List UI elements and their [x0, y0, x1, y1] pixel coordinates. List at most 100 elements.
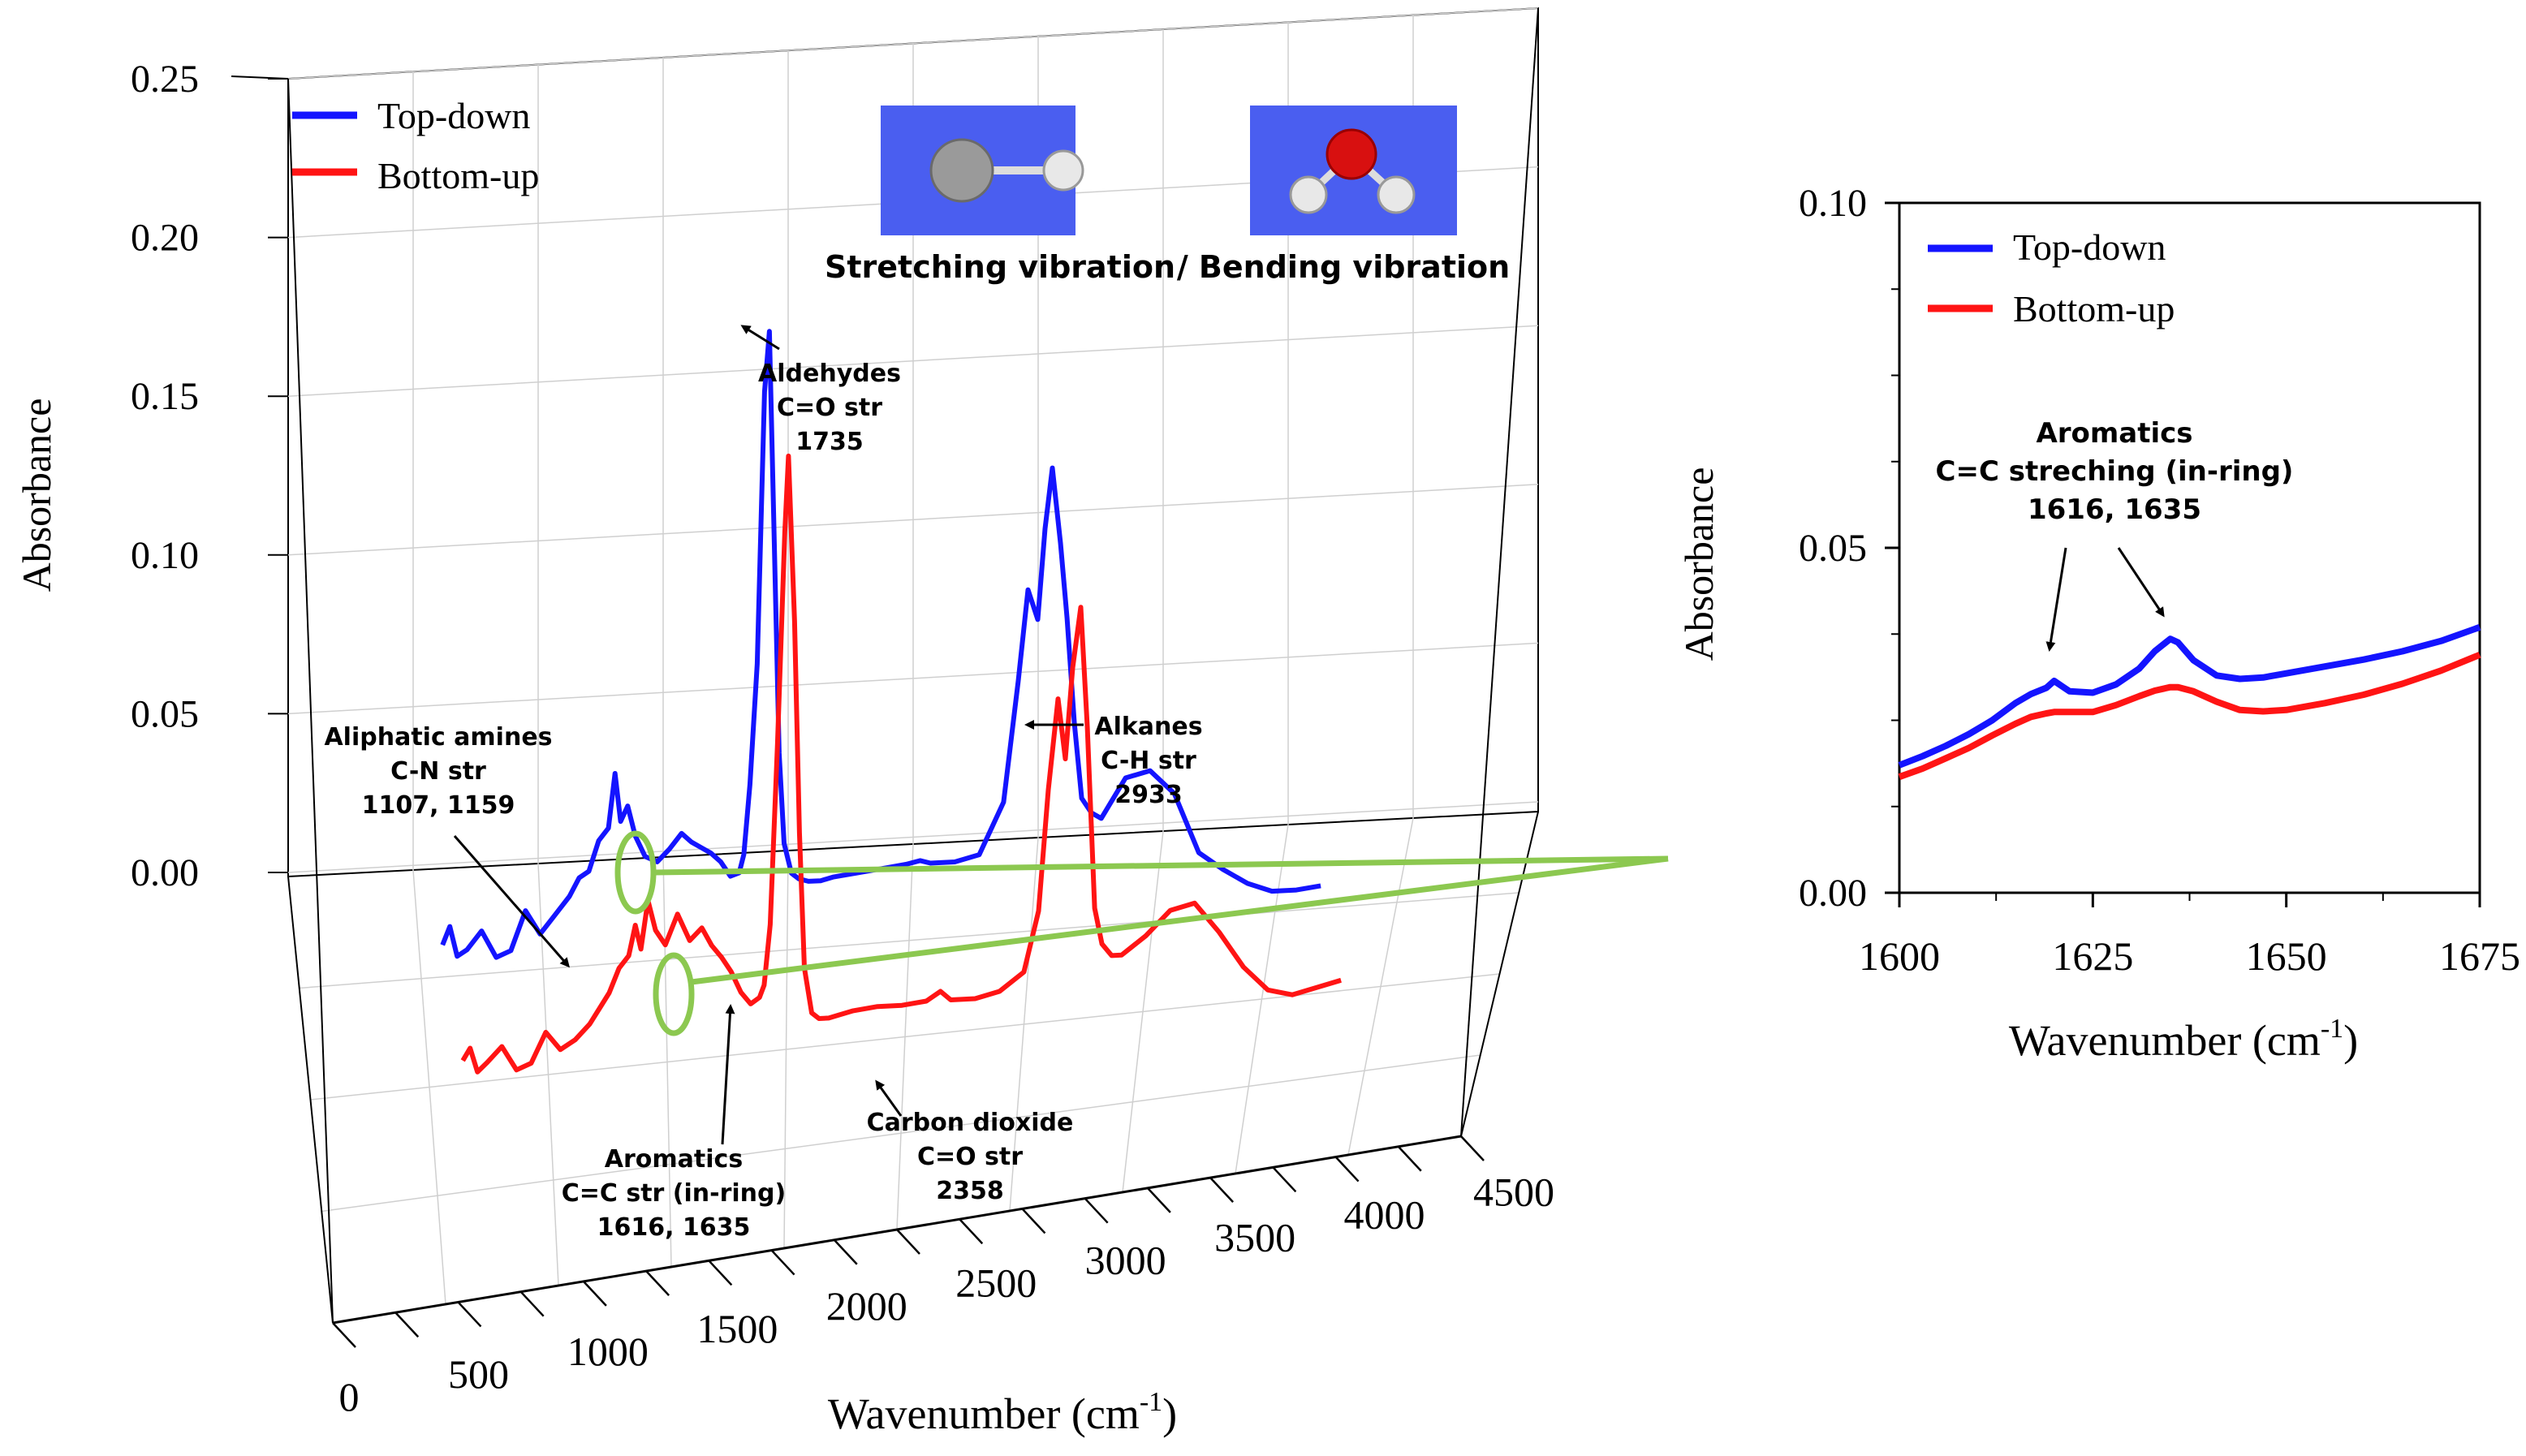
x-tick-label: 2500 — [955, 1260, 1037, 1306]
y-axis-title-zoom: Absorbance — [1676, 467, 1722, 661]
bending-inset — [1250, 106, 1457, 235]
annotation-aromatics-line2: C=C str (in-ring) — [562, 1179, 786, 1208]
annotation-aromatics-zoom-line1: Aromatics — [2036, 417, 2192, 450]
x-tick-label: 3000 — [1085, 1238, 1166, 1283]
legend-label-top-down: Top-down — [377, 95, 530, 136]
annotation-aromatics-zoom: Aromatics C=C streching (in-ring) 1616, … — [1936, 417, 2294, 652]
y-tick-label: 0.20 — [131, 217, 199, 260]
zoom-x-tick-label: 1600 — [1859, 933, 1940, 979]
floor-depth-line — [299, 892, 1519, 989]
spectra-series — [440, 329, 1342, 1075]
x-tick-label: 4000 — [1344, 1192, 1425, 1238]
legend-zoom-label-top-down: Top-down — [2013, 226, 2166, 268]
x-axis-title-main: Wavenumber (cm-1) — [828, 1387, 1177, 1438]
plot-box-3d: 0.00 0.05 0.10 0.15 0.20 0.25 0 500 1000 1500 200… — [131, 6, 1554, 1419]
x-tick-label: 3500 — [1214, 1215, 1295, 1260]
annotation-aromatics: Aromatics C=C str (in-ring) 1616, 1635 — [562, 1004, 786, 1242]
zoom-guide — [614, 830, 1669, 1036]
zoom-axis-ticks: 0.00 0.05 0.10 1600 1625 1650 1675 — [1799, 182, 2520, 979]
floor-depth-line — [321, 1054, 1481, 1213]
zoom-series — [1898, 624, 2481, 780]
x-tick-mark — [457, 1301, 482, 1328]
zoom-x-tick-label: 1675 — [2439, 933, 2520, 979]
annotation-amines-line1: Aliphatic amines — [324, 723, 552, 752]
legend-zoom: Top-down Bottom-up — [1928, 226, 2175, 330]
y-tick-label: 0.00 — [131, 851, 199, 894]
annotation-amines: Aliphatic amines C-N str 1107, 1159 — [324, 723, 570, 968]
x-tick-mark — [1397, 1145, 1422, 1172]
x-tick-mark — [394, 1312, 420, 1338]
legend-zoom-label-bottom-up: Bottom-up — [2013, 288, 2175, 330]
annotation-aromatics-zoom-line3: 1616, 1635 — [2028, 493, 2201, 526]
annotation-amines-line3: 1107, 1159 — [362, 791, 515, 820]
x-tick-label: 1500 — [696, 1306, 778, 1351]
x-tick-mark — [959, 1218, 984, 1245]
annotation-alkanes-line3: 2933 — [1114, 781, 1183, 809]
x-tick-mark — [582, 1281, 607, 1307]
zoom-plot-frame — [1898, 201, 2481, 894]
annotation-aromatics-zoom-line2: C=C streching (in-ring) — [1936, 455, 2294, 488]
zoom-marker-bottom-up — [653, 952, 695, 1036]
x-tick-label: 4500 — [1473, 1170, 1554, 1215]
annotation-amines-arrow — [453, 835, 570, 968]
x-tick-mark — [833, 1238, 858, 1265]
annotation-amines-line2: C-N str — [390, 757, 486, 786]
annotation-co2: Carbon dioxide C=O str 2358 — [867, 1079, 1074, 1205]
x-axis-ticks: 0 500 1000 1500 2000 2500 3000 3500 4000 4500 — [332, 1135, 1554, 1419]
annotation-alkanes-line1: Alkanes — [1094, 713, 1202, 741]
floor-left-edge — [287, 876, 334, 1324]
y-axis-title-main: Absorbance — [14, 398, 59, 592]
legend-main: Top-down Bottom-up — [292, 95, 539, 196]
zoom-x-tick-label: 1650 — [2246, 933, 2327, 979]
floor-depth-line — [310, 973, 1500, 1101]
annotation-co2-line1: Carbon dioxide — [867, 1109, 1074, 1137]
annotation-aromatics-line1: Aromatics — [605, 1145, 743, 1174]
x-axis-title-zoom: Wavenumber (cm-1) — [2009, 1014, 2358, 1065]
x-tick-mark — [519, 1290, 545, 1317]
left-vertical-edge — [287, 78, 334, 1324]
x-tick-label: 2000 — [826, 1283, 907, 1329]
stretching-label: Stretching vibration — [825, 249, 1175, 285]
annotation-aldehydes-line3: 1735 — [795, 428, 864, 456]
x-tick-mark — [1084, 1197, 1109, 1224]
zoom-chart: 0.00 0.05 0.10 1600 1625 1650 1675 Top-down Bo… — [1676, 182, 2520, 1065]
x-tick-label: 500 — [448, 1351, 509, 1397]
annotation-co2-line3: 2358 — [936, 1177, 1004, 1205]
x-tick-mark — [708, 1260, 733, 1286]
annotation-co2-line2: C=O str — [917, 1143, 1023, 1171]
annotation-alkanes: Alkanes C-H str 2933 — [1024, 713, 1203, 809]
series-line-bottom-up — [460, 453, 1342, 1075]
x-tick-mark — [1334, 1156, 1360, 1182]
annotation-aldehydes-line2: C=O str — [777, 394, 882, 422]
y-tick-label: 0.25 — [131, 58, 199, 101]
x-tick-mark — [1021, 1208, 1046, 1234]
annotation-co2-arrow — [875, 1079, 903, 1117]
series-line-top-down — [440, 329, 1321, 960]
zoom-y-tick-label: 0.00 — [1799, 872, 1867, 915]
annotation-aldehydes: Aldehydes C=O str 1735 — [740, 325, 901, 456]
x-tick-mark — [770, 1249, 795, 1276]
annotation-aromatics-line3: 1616, 1635 — [597, 1213, 751, 1242]
heavy-atom-icon — [929, 138, 994, 203]
y-axis-ticks: 0.00 0.05 0.10 0.15 0.20 0.25 — [131, 58, 288, 894]
x-tick-mark — [645, 1270, 670, 1296]
annotation-zoom-arrow-1635 — [2117, 547, 2165, 618]
hydrogen-atom-icon — [1042, 149, 1084, 192]
hydrogen-left-icon — [1289, 175, 1328, 214]
x-tick-mark — [1209, 1177, 1235, 1203]
y-tick-label: 0.15 — [131, 375, 199, 418]
annotation-alkanes-line2: C-H str — [1101, 747, 1196, 775]
x-tick-label: 0 — [339, 1374, 360, 1419]
annotation-aromatics-arrow — [721, 1004, 735, 1145]
y-tick-label: 0.10 — [131, 534, 199, 577]
floor-grid — [299, 817, 1519, 1305]
bending-label: / Bending vibration — [1177, 249, 1510, 285]
floor-right-edge — [1460, 811, 1539, 1137]
zoom-line-lower — [691, 855, 1669, 985]
zoom-series-line-top-down — [1898, 624, 2481, 769]
stretching-inset — [881, 106, 1084, 235]
x-tick-mark — [1146, 1187, 1171, 1213]
legend-label-bottom-up: Bottom-up — [377, 155, 539, 196]
